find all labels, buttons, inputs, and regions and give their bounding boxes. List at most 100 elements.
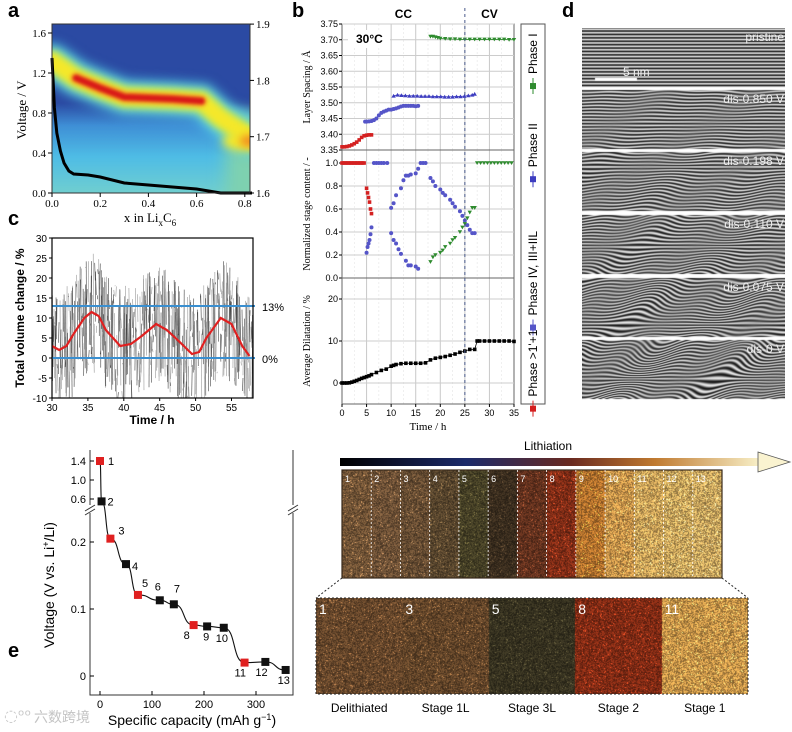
ylabel-part: /Li): [41, 522, 57, 541]
data-point-triangle: [497, 37, 502, 42]
raw-segment: [173, 279, 175, 309]
raw-segment: [121, 391, 123, 398]
data-point-triangle: [452, 37, 458, 42]
raw-segment: [69, 326, 71, 399]
raw-segment: [77, 280, 79, 321]
raw-segment: [115, 369, 117, 392]
data-point-e: [203, 622, 212, 631]
zoom-connector: [315, 577, 749, 599]
raw-segment: [226, 272, 228, 337]
raw-segment: [176, 308, 178, 364]
data-point-circle: [369, 225, 374, 230]
x-tick-label-a: 0.2: [93, 198, 107, 210]
raw-segment: [165, 269, 167, 325]
raw-segment: [56, 364, 58, 369]
data-point-triangle: [454, 94, 459, 99]
data-point-circle: [416, 103, 421, 108]
data-point-square: [389, 364, 393, 368]
raw-segment: [72, 313, 74, 327]
raw-segment: [190, 359, 193, 367]
raw-segment: [216, 294, 218, 307]
legend-item: Phase >1'+1: [526, 329, 540, 417]
data-point-circle: [423, 161, 428, 165]
raw-segment: [164, 288, 166, 367]
raw-segment: [208, 287, 210, 392]
data-point-square: [492, 339, 497, 343]
legend-marker: [530, 324, 536, 331]
x-tick-label-b: 0: [339, 408, 344, 418]
raw-segment: [249, 310, 251, 343]
raw-segment: [93, 323, 96, 363]
data-point-label: 1: [108, 456, 114, 468]
raw-segment: [64, 359, 66, 368]
data-point-circle: [413, 171, 418, 176]
raw-segment: [228, 296, 230, 341]
data-point-label: 10: [216, 633, 228, 645]
data-point-square: [359, 376, 364, 381]
y-tick-label-b: 3.70: [320, 35, 338, 45]
data-point-e: [97, 497, 106, 506]
raw-segment: [111, 287, 113, 390]
data-point-circle: [401, 178, 406, 183]
data-point-square: [342, 381, 347, 385]
raw-segment: [226, 282, 228, 377]
y-tick-label-b: 3.60: [320, 66, 338, 76]
zoom-image-number: 8: [578, 601, 586, 617]
data-point-e: [155, 596, 164, 605]
raw-segment: [240, 361, 242, 366]
y-tick-label-b: 0.8: [325, 181, 338, 191]
temp-box: [348, 30, 390, 48]
raw-segment: [57, 369, 59, 391]
raw-segment: [166, 364, 168, 383]
raw-segment: [139, 296, 141, 365]
data-point-square: [448, 353, 452, 358]
y-tick-label-a: 1.2: [32, 68, 46, 80]
raw-segment: [87, 261, 89, 303]
y-axis-label-b1: Normalized stage content / -: [302, 157, 313, 270]
raw-segment: [58, 377, 60, 399]
optical-zoom-images: [316, 598, 748, 694]
raw-segment: [87, 362, 89, 366]
data-point-triangle: [447, 241, 453, 246]
data-point-triangle: [502, 161, 507, 165]
data-point-triangle: [487, 37, 492, 42]
watermark-text: 六数跨境: [34, 710, 90, 726]
data-point-circle: [364, 250, 369, 255]
raw-segment: [144, 300, 146, 330]
data-point-triangle: [450, 94, 455, 99]
strip-number: 6: [491, 474, 496, 484]
raw-segment: [188, 386, 190, 399]
data-point-square: [345, 381, 349, 385]
xlabel-sub: x: [159, 218, 164, 228]
raw-segment: [148, 314, 150, 323]
data-point-triangle: [438, 36, 443, 41]
axis-break-right: [287, 504, 299, 516]
raw-segment: [89, 292, 91, 323]
raw-segment: [184, 360, 186, 371]
data-point-circle: [416, 266, 421, 271]
data-point-label: 6: [155, 581, 161, 593]
raw-segment: [86, 289, 88, 304]
raw-segment: [251, 321, 253, 348]
data-point-square: [438, 355, 443, 360]
x-tick-label-a: 0.4: [142, 198, 156, 210]
y-tick-label-b: 3.65: [320, 51, 338, 61]
y-tick-label-c: 30: [36, 234, 48, 245]
raw-segment: [82, 313, 84, 318]
raw-segment: [200, 333, 203, 399]
raw-segment: [203, 285, 205, 379]
raw-segment: [204, 298, 207, 396]
raw-segment: [125, 327, 127, 354]
y-tick-label-b: 20: [328, 294, 338, 304]
raw-segment: [169, 336, 171, 393]
raw-segment: [100, 295, 103, 305]
raw-segment: [60, 347, 62, 390]
raw-segment: [170, 315, 172, 365]
raw-segment: [58, 322, 60, 343]
raw-segment: [215, 282, 217, 285]
legend-label: Phase IV, III+IIL: [526, 231, 540, 316]
raw-segment: [77, 340, 79, 360]
data-point-square: [374, 370, 379, 375]
raw-segment: [107, 278, 110, 327]
